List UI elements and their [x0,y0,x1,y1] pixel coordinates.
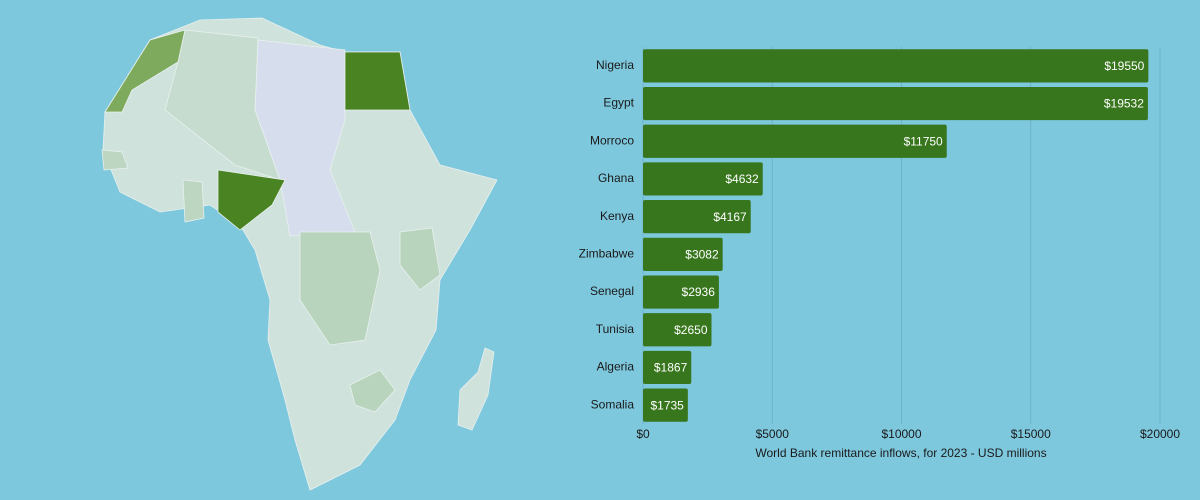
bar [643,313,712,347]
value-label: $2650 [674,323,708,337]
drc [299,231,381,346]
y-tick-label: Senegal [590,284,634,298]
senegal [101,149,129,171]
bar [643,86,1148,121]
y-tick-label: Somalia [591,397,635,411]
value-label: $2936 [682,285,716,299]
africa-map [101,17,498,491]
y-tick-label: Tunisia [596,322,635,336]
value-label: $3082 [685,248,719,262]
bar [643,49,1149,83]
madagascar [457,347,495,431]
bar [643,275,719,309]
x-tick-label: $5000 [756,427,790,441]
y-tick-label: Algeria [597,360,635,374]
nigeria [217,169,286,231]
egypt [344,51,411,111]
value-label: $4632 [725,172,759,186]
value-label: $1867 [654,361,688,375]
bar [643,200,751,234]
x-tick-label: $15000 [1011,427,1051,441]
value-label: $4167 [713,210,747,224]
x-axis-title: World Bank remittance inflows, for 2023 … [755,446,1046,460]
value-label: $11750 [904,134,943,148]
y-tick-label: Kenya [600,209,634,223]
x-tick-label: $20000 [1140,427,1180,441]
bar [643,237,723,271]
y-tick-label: Morroco [590,133,634,147]
bar [643,388,688,422]
y-tick-label: Ghana [598,171,634,185]
y-tick-label: Zimbabwe [579,247,635,261]
y-tick-label: Egypt [603,96,634,110]
bar [643,162,763,196]
bar-chart: $0 $5000 $10000 $15000 $20000 Nigeria $19550 Eg… [579,47,1180,441]
x-tick-label: $0 [636,427,650,441]
y-tick-label: Nigeria [596,58,634,72]
zimbabwe [349,369,396,413]
bar [643,124,947,158]
ghana [182,179,205,223]
x-tick-label: $10000 [881,427,921,441]
bar [643,350,692,385]
algeria [164,29,281,181]
value-label: $1735 [650,398,684,412]
value-label: $19550 [1104,59,1144,73]
morocco [104,29,186,113]
kenya [399,227,441,291]
value-label: $19532 [1104,97,1144,111]
